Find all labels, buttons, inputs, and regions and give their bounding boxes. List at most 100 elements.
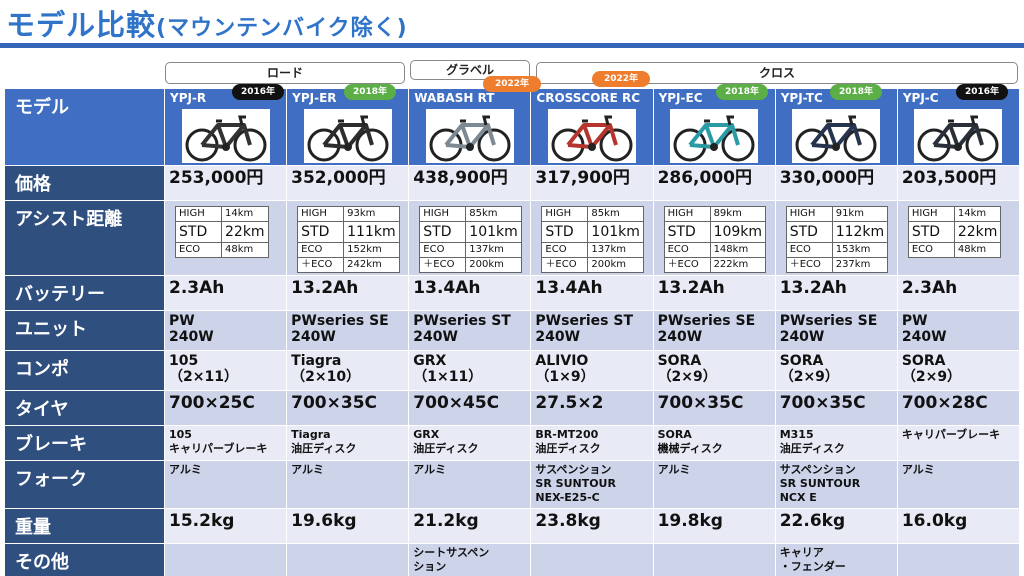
component-line: （2×9） [657,369,717,385]
cell-brake: SORA 機械ディスク [652,425,776,461]
model-name: YPJ-EC [658,91,703,105]
component-line: （2×11） [169,369,238,385]
row-component: コンポ 105 （2×11） Tiagra （2×10） GRX （1×11） ALIVIO （… [4,350,1021,391]
bike-photo [547,109,636,163]
brake-line: BR-MT200 [535,428,599,441]
cell-other: シートサスペン ション [408,543,532,576]
brake-line: SORA [657,428,692,441]
title-main: モデル比較 [6,8,157,42]
assist-mode: STD [785,221,833,243]
assist-mode: HIGH [541,206,589,222]
cell-assist: HIGH 85km STD 101km ECO 137km ＋ECO 200km [530,200,654,276]
cell-fork: アルミ [408,460,532,509]
assist-row: STD 111km [297,221,400,243]
cell-model: YPJ-TC [774,88,898,166]
cell-price: 438,900円 [408,165,532,201]
cell-component: Tiagra （2×10） [286,350,410,391]
assist-mode: HIGH [907,206,955,222]
component-line: SORA [779,353,824,369]
assist-mode: ＋ECO [785,257,833,273]
other-line: ション [413,560,447,573]
cell-model: YPJ-EC [652,88,776,166]
fork-line: サスペンション [535,463,612,476]
unit-line: PWseries SE [779,313,878,329]
assist-mode: ECO [907,242,955,258]
row-label-price: 価格 [4,165,165,201]
cell-unit: PW 240W [896,310,1021,351]
unit-line: PW [901,313,928,329]
assist-table: HIGH 91km STD 112km ECO 153km ＋ECO 237km [785,206,889,273]
cell-other [652,543,776,576]
assist-distance: 85km [465,206,522,222]
row-fork: フォーク アルミ アルミ アルミ サスペンション SR SUNTOUR NEX-E25-C ア… [4,460,1021,509]
assist-mode: ECO [785,242,833,258]
assist-mode: ECO [297,242,345,258]
brake-line: M315 [779,428,814,441]
brake-line: 油圧ディスク [291,442,357,455]
fork-line: SR SUNTOUR [535,477,616,490]
bike-photo [181,109,270,163]
fork-line: アルミ [413,463,447,476]
fork-line: NCX E [779,491,817,504]
cell-unit: PWseries ST 240W [408,310,532,351]
assist-row: ＋ECO 222km [663,257,767,273]
assist-distance: 148km [709,242,767,258]
cell-battery: 13.2Ah [774,275,898,311]
model-name: YPJ-R [170,91,207,105]
cell-component: 105 （2×11） [163,350,288,391]
assist-row: STD 101km [541,221,644,243]
assist-distance: 101km [465,221,522,243]
fork-line: アルミ [291,463,325,476]
other-line: キャリア [779,546,824,559]
assist-row: STD 109km [663,221,767,243]
component-line: （2×9） [901,369,962,385]
cell-other [896,543,1021,576]
year-badge: 2022年 [483,76,541,92]
cell-other [163,543,288,576]
assist-row: ＋ECO 200km [419,257,522,273]
cell-other [286,543,410,576]
assist-row: ECO 148km [663,242,767,258]
year-badge: 2018年 [830,84,882,100]
assist-mode: ＋ECO [541,257,589,273]
assist-mode: STD [297,221,345,243]
assist-row: HIGH 85km [541,206,644,222]
cell-weight: 21.2kg [408,508,532,544]
assist-distance: 22km [953,221,1002,243]
row-battery: バッテリー 2.3Ah 13.2Ah 13.4Ah 13.4Ah 13.2Ah 13.2Ah… [4,275,1021,311]
row-other: その他 シートサスペン ション キャリア ・フェンダー [4,543,1021,576]
unit-line: 240W [779,329,825,345]
component-line: （2×10） [291,369,361,385]
assist-row: ECO 152km [297,242,400,258]
assist-row: HIGH 91km [785,206,889,222]
row-price: 価格 253,000円 352,000円 438,900円 317,900円 286,00… [4,165,1021,201]
assist-mode: ECO [175,242,222,258]
component-line: 105 [169,353,199,369]
cell-tire: 700×35C [286,390,410,426]
assist-distance: 101km [587,221,644,243]
model-name: YPJ-C [902,91,939,105]
brake-line: キャリパーブレーキ [169,442,268,455]
assist-mode: HIGH [419,206,467,222]
assist-table: HIGH 93km STD 111km ECO 152km ＋ECO 242km [297,206,400,273]
assist-distance: 242km [343,257,400,273]
cell-tire: 27.5×2 [530,390,654,426]
brake-line: 105 [169,428,192,441]
unit-line: PWseries SE [291,313,389,329]
bike-photo [303,109,392,163]
unit-line: 240W [291,329,336,345]
row-label-other: その他 [4,543,165,576]
row-brake: ブレーキ 105 キャリパーブレーキ Tiagra 油圧ディスク GRX 油圧ディスク BR-… [4,425,1021,461]
fork-line: NEX-E25-C [535,491,600,504]
cell-battery: 13.4Ah [408,275,532,311]
cell-other: キャリア ・フェンダー [774,543,898,576]
bike-photo [670,109,759,163]
fork-line: サスペンション [779,463,856,476]
unit-line: PWseries ST [535,313,633,329]
cell-brake: Tiagra 油圧ディスク [286,425,410,461]
cell-model: YPJ-C [896,88,1021,166]
assist-distance: 111km [343,221,400,243]
category-road: ロード [165,62,405,84]
assist-distance: 14km [953,206,1002,222]
